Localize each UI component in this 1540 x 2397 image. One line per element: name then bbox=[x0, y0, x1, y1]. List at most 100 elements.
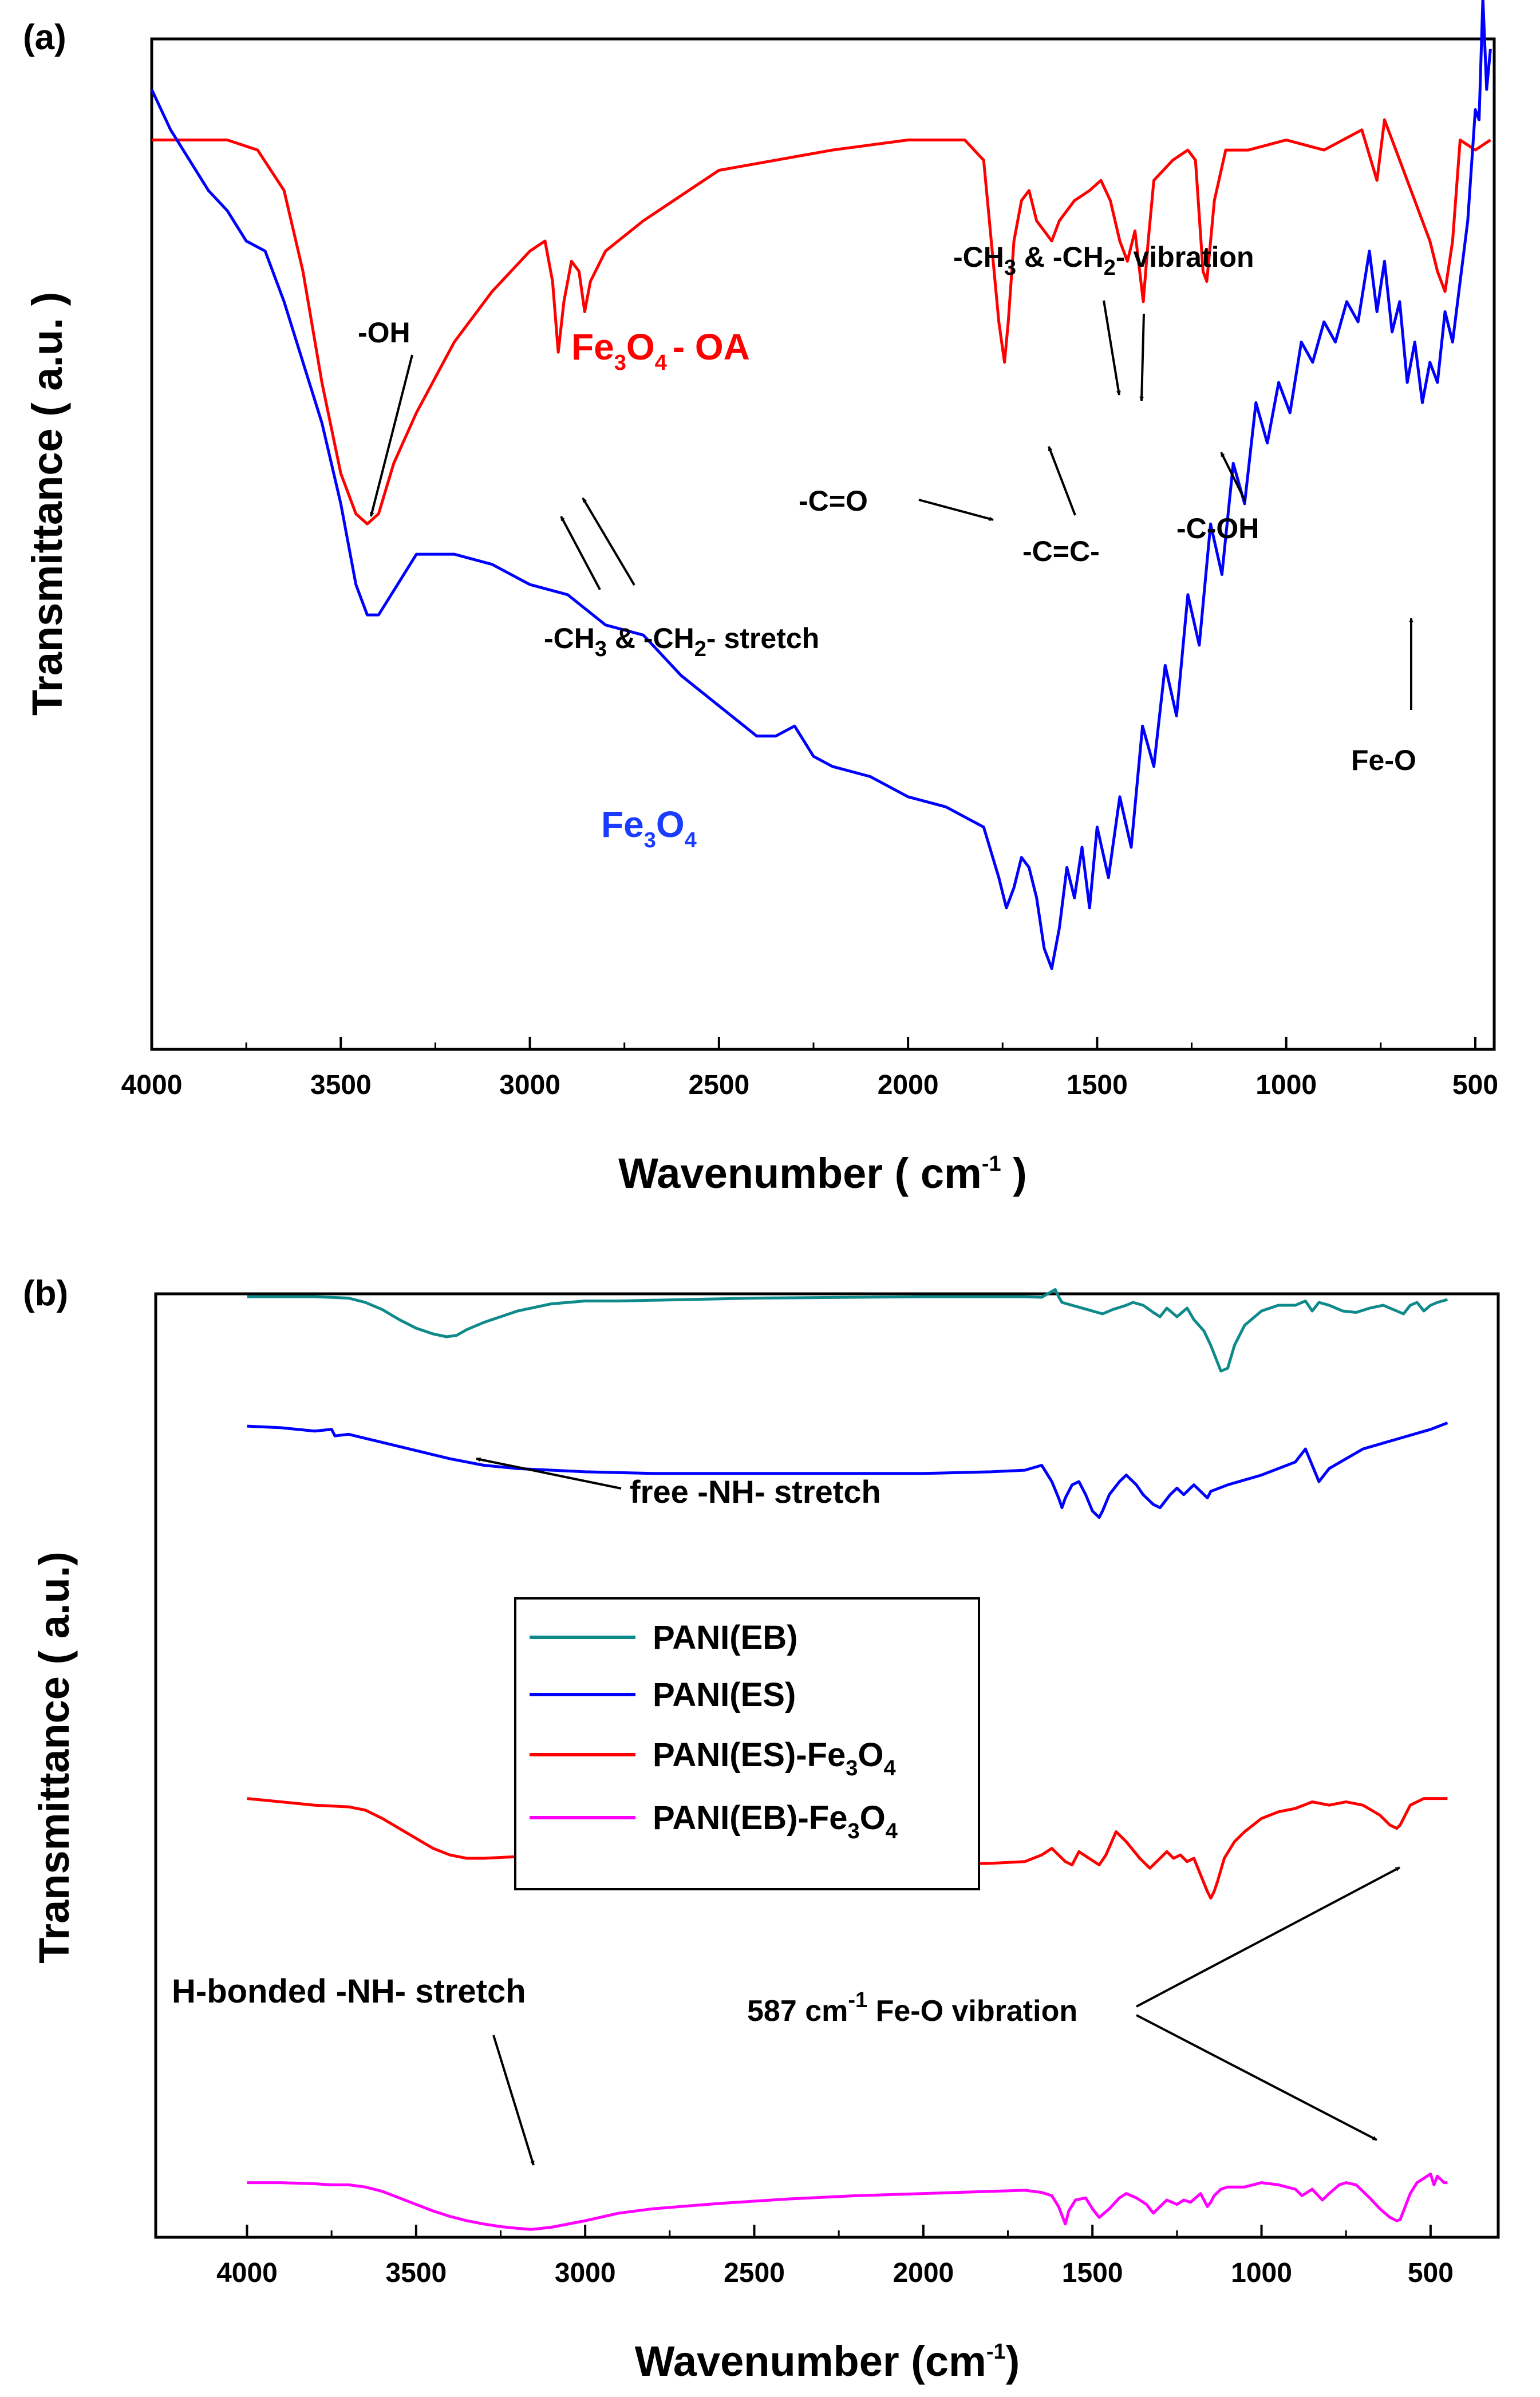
arrow-ch-stretch-2 bbox=[582, 497, 635, 586]
anno-co: -C=O bbox=[799, 485, 868, 517]
series-line-fe3o4 bbox=[150, 0, 1492, 970]
label-fe3o4-oa-p1: 3 bbox=[614, 351, 626, 375]
legend-label-pani-eb-fe3o4-p3: 4 bbox=[886, 1819, 898, 1843]
label-fe3o4-p2: O bbox=[656, 804, 685, 845]
anno-ch-vibration-p2: & -CH bbox=[1016, 241, 1104, 273]
panel-a-tick-label-2500: 2500 bbox=[688, 1070, 749, 1100]
anno-ch-stretch: -CH3 & -CH2- stretch bbox=[544, 622, 819, 661]
anno-ch-stretch-p4: - stretch bbox=[706, 622, 819, 654]
panel-a-y-axis-title: Transmittance ( a.u. ) bbox=[23, 292, 71, 716]
panel-a-tick-label-500: 500 bbox=[1452, 1070, 1498, 1100]
panel-a-xlabel-main: Wavenumber ( cm bbox=[618, 1150, 982, 1197]
label-fe3o4-oa-p4: - OA bbox=[673, 326, 750, 368]
panel-b-xlabel-sup: -1 bbox=[986, 2340, 1006, 2364]
legend-label-pani-eb-fe3o4-p2: O bbox=[860, 1799, 886, 1837]
arrow-co bbox=[918, 499, 994, 521]
anno-ch-vibration-p0: -CH bbox=[953, 241, 1004, 273]
panel-a-tick-label-3500: 3500 bbox=[310, 1070, 372, 1100]
anno-feo-vib-p2: Fe-O vibration bbox=[867, 1995, 1077, 2028]
legend-box bbox=[514, 1597, 980, 1890]
panel-a-tick-label-1500: 1500 bbox=[1067, 1070, 1128, 1100]
legend-label-pani-eb-fe3o4-p1: 3 bbox=[847, 1819, 859, 1843]
anno-feo-vib-p1: -1 bbox=[848, 1988, 867, 2012]
arrow-cc bbox=[1048, 446, 1076, 516]
series-line-pani-eb-fe3o4 bbox=[247, 2172, 1448, 2231]
legend: PANI(EB) PANI(ES) PANI(ES)-Fe3O4 PANI(EB… bbox=[514, 1597, 980, 1890]
panel-a-tick-label-3000: 3000 bbox=[499, 1070, 560, 1100]
panel-b-tick-label-4000: 4000 bbox=[216, 2258, 278, 2288]
label-fe3o4: Fe3O4 bbox=[601, 804, 697, 852]
legend-label-pani-es-fe3o4-p0: PANI(ES)-Fe bbox=[653, 1736, 846, 1774]
arrow-oh bbox=[369, 354, 413, 517]
label-fe3o4-p1: 3 bbox=[644, 828, 656, 852]
legend-label-pani-es-fe3o4-p2: O bbox=[858, 1736, 883, 1774]
panel-b-tick-label-1000: 1000 bbox=[1231, 2258, 1292, 2288]
anno-feo-vib: 587 cm-1 Fe-O vibration bbox=[747, 1988, 1077, 2028]
panel-a-tick-label-2000: 2000 bbox=[878, 1070, 939, 1100]
anno-ch-vibration-p4: - vibration bbox=[1116, 241, 1254, 273]
anno-ch-stretch-p2: & -CH bbox=[607, 622, 694, 654]
arrow-coh bbox=[1220, 452, 1246, 501]
panel-a-x-ticks: 4000 3500 3000 2500 2000 1500 1000 500 bbox=[121, 1037, 1498, 1100]
anno-feo: Fe-O bbox=[1351, 744, 1416, 776]
anno-feo-vib-p0: 587 cm bbox=[747, 1995, 848, 2028]
anno-ch-vibration-p1: 3 bbox=[1004, 256, 1016, 280]
label-fe3o4-oa-p3: 4 bbox=[655, 351, 667, 375]
panel-b-tick-label-2500: 2500 bbox=[724, 2258, 785, 2288]
anno-ch-vibration-p3: 2 bbox=[1104, 256, 1116, 280]
panel-b-x-ticks: 4000 3500 3000 2500 2000 1500 1000 500 bbox=[216, 2225, 1454, 2288]
legend-label-pani-eb: PANI(EB) bbox=[653, 1619, 797, 1656]
series-line-pani-es bbox=[247, 1421, 1448, 1519]
anno-ch-stretch-p1: 3 bbox=[595, 637, 607, 661]
arrow-ch-vibration-1 bbox=[1103, 300, 1121, 396]
anno-free-nh: free -NH- stretch bbox=[630, 1474, 881, 1510]
anno-oh: -OH bbox=[358, 317, 410, 349]
series-line-pani-es-fe3o4 bbox=[247, 1797, 1448, 1900]
panel-b: (b) 4000 3500 3000 2500 2000 1500 1000 500 Wave… bbox=[23, 1274, 1500, 2385]
series-line-fe3o4-oa bbox=[152, 118, 1491, 526]
panel-a: (a) 4000 3500 3000 2500 2000 1500 1000 500 Wave… bbox=[23, 0, 1498, 1197]
panel-b-y-axis-title: Transmittance ( a.u.) bbox=[30, 1551, 78, 1964]
anno-cc: -C=C- bbox=[1022, 535, 1100, 567]
panel-b-label: (b) bbox=[23, 1274, 68, 1313]
panel-a-xlabel-end: ) bbox=[1001, 1150, 1027, 1197]
legend-label-pani-es-fe3o4-p1: 3 bbox=[846, 1756, 858, 1780]
anno-hbond-nh: H-bonded -NH- stretch bbox=[172, 1973, 526, 2010]
series-line-pani-eb bbox=[247, 1288, 1448, 1373]
label-fe3o4-p0: Fe bbox=[601, 804, 644, 845]
label-fe3o4-oa-p0: Fe bbox=[571, 326, 614, 368]
legend-label-pani-es-fe3o4: PANI(ES)-Fe3O4 bbox=[653, 1736, 896, 1780]
panel-a-xlabel-sup: -1 bbox=[982, 1152, 1001, 1176]
arrow-ch-vibration-2 bbox=[1139, 313, 1145, 401]
legend-label-pani-eb-fe3o4-p0: PANI(EB)-Fe bbox=[653, 1799, 847, 1837]
anno-ch-vibration: -CH3 & -CH2- vibration bbox=[953, 241, 1254, 280]
panel-b-tick-label-1500: 1500 bbox=[1062, 2258, 1123, 2288]
panel-b-tick-label-3500: 3500 bbox=[385, 2258, 447, 2288]
panel-b-frame bbox=[154, 1292, 1500, 2239]
panel-b-tick-label-500: 500 bbox=[1408, 2258, 1454, 2288]
panel-b-x-axis-title: Wavenumber (cm-1) bbox=[635, 2337, 1020, 2385]
panel-b-xlabel-main: Wavenumber (cm bbox=[635, 2337, 986, 2385]
anno-ch-stretch-p0: -CH bbox=[544, 622, 595, 654]
arrow-feo-vib-2 bbox=[1136, 2014, 1377, 2141]
legend-label-pani-es: PANI(ES) bbox=[653, 1676, 796, 1713]
label-fe3o4-oa: Fe3O4- OA bbox=[571, 326, 750, 375]
panel-b-tick-label-3000: 3000 bbox=[555, 2258, 616, 2288]
anno-coh: -C-OH bbox=[1176, 512, 1259, 544]
label-fe3o4-oa-p2: O bbox=[626, 326, 655, 368]
arrow-hbond-nh bbox=[492, 2035, 535, 2166]
panel-b-xlabel-end: ) bbox=[1006, 2337, 1020, 2385]
arrow-ch-stretch-1 bbox=[560, 516, 601, 590]
panel-a-tick-label-4000: 4000 bbox=[121, 1070, 183, 1100]
panel-b-series bbox=[247, 1288, 1448, 2231]
panel-a-x-axis-title: Wavenumber ( cm-1 ) bbox=[618, 1150, 1027, 1197]
legend-label-pani-eb-fe3o4: PANI(EB)-Fe3O4 bbox=[653, 1799, 898, 1843]
panel-a-label: (a) bbox=[23, 18, 66, 57]
anno-ch-stretch-p3: 2 bbox=[694, 637, 706, 661]
panel-a-tick-label-1000: 1000 bbox=[1255, 1070, 1317, 1100]
label-fe3o4-p3: 4 bbox=[685, 828, 697, 852]
arrow-free-nh bbox=[476, 1457, 622, 1490]
panel-b-tick-label-2000: 2000 bbox=[893, 2258, 954, 2288]
panel-a-frame bbox=[150, 37, 1496, 1051]
